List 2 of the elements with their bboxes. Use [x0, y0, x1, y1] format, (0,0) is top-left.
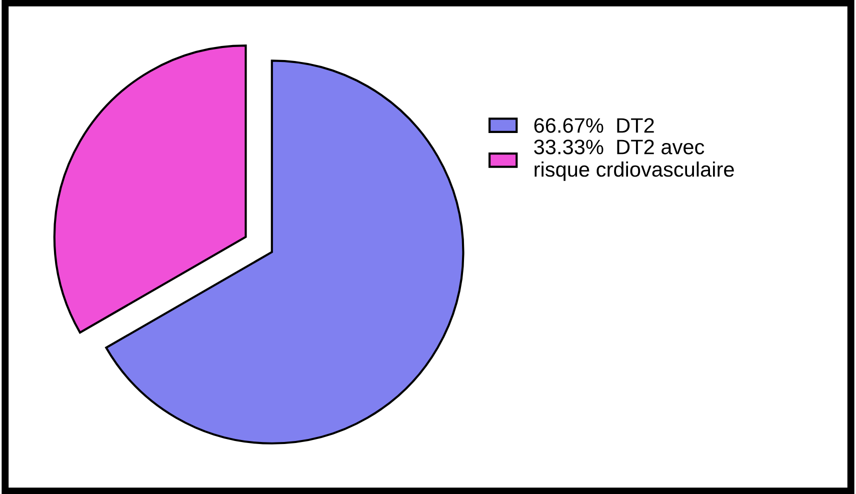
legend-label: 33.33% DT2 avec risque crdiovasculaire — [534, 140, 734, 181]
legend-label: 66.67% DT2 — [534, 118, 654, 133]
